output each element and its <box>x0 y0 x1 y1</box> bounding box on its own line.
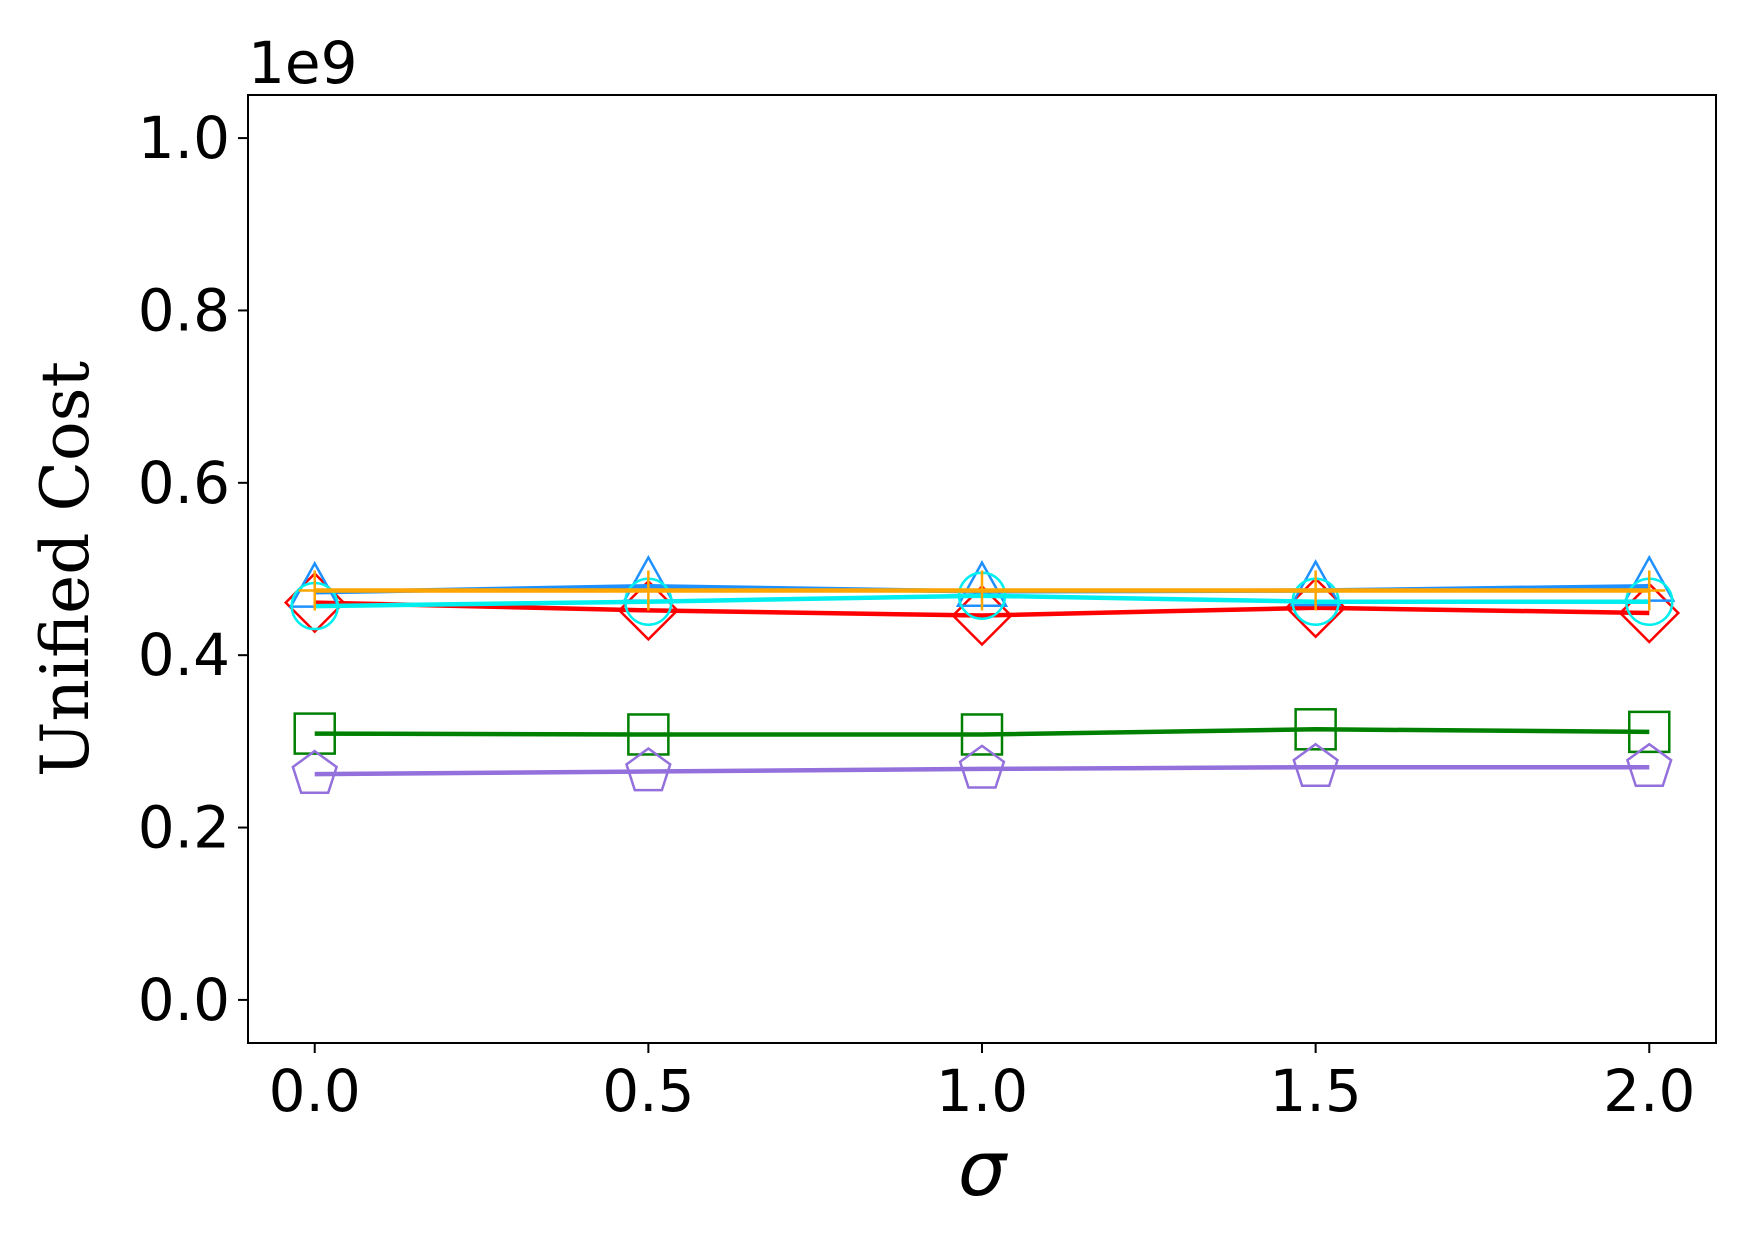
x-axis-label: σ <box>958 1124 1009 1213</box>
pentagon-marker <box>1292 742 1339 788</box>
y-offset-label: 1e9 <box>248 29 358 97</box>
x-axis: 0.0 0.5 1.0 1.5 2.0 <box>269 1043 1695 1125</box>
x-tick-label: 1.5 <box>1270 1057 1362 1125</box>
plus-marker <box>966 570 998 611</box>
y-tick-label: 0.2 <box>138 794 230 862</box>
pentagon-marker <box>1625 742 1673 788</box>
square-marker <box>960 713 1004 756</box>
pentagon-marker <box>625 746 672 792</box>
plus-marker <box>1633 570 1666 611</box>
series-line-pentagon <box>314 764 1650 777</box>
plus-marker <box>298 570 331 611</box>
pentagon-marker <box>291 749 339 794</box>
y-axis: 0.0 0.2 0.4 0.6 0.8 1.0 <box>138 104 248 1034</box>
plus-marker <box>1299 570 1332 611</box>
y-tick-label: 0.8 <box>138 276 230 344</box>
plus-marker <box>632 570 665 611</box>
x-tick-label: 1.0 <box>936 1057 1028 1125</box>
x-tick-label: 0.5 <box>602 1057 694 1125</box>
y-tick-label: 0.0 <box>138 966 230 1034</box>
y-tick-label: 0.4 <box>138 621 230 689</box>
square-marker <box>293 712 336 755</box>
series-plus <box>298 570 1666 611</box>
square-marker <box>627 713 670 756</box>
x-tick-label: 0.0 <box>269 1057 361 1125</box>
series-square <box>293 708 1671 756</box>
y-tick-label: 1.0 <box>138 104 230 172</box>
pentagon-marker <box>958 744 1006 789</box>
square-marker <box>1628 710 1671 754</box>
series-pentagon <box>291 742 1673 794</box>
y-tick-label: 0.6 <box>138 449 230 517</box>
series-line-diamond <box>314 600 1650 618</box>
square-marker <box>1294 708 1337 751</box>
series-layer <box>283 554 1681 794</box>
y-axis-label: Unified Cost <box>27 361 104 777</box>
x-tick-label: 2.0 <box>1603 1057 1695 1125</box>
plot-area-frame <box>247 94 1717 1044</box>
series-line-square <box>314 727 1650 737</box>
